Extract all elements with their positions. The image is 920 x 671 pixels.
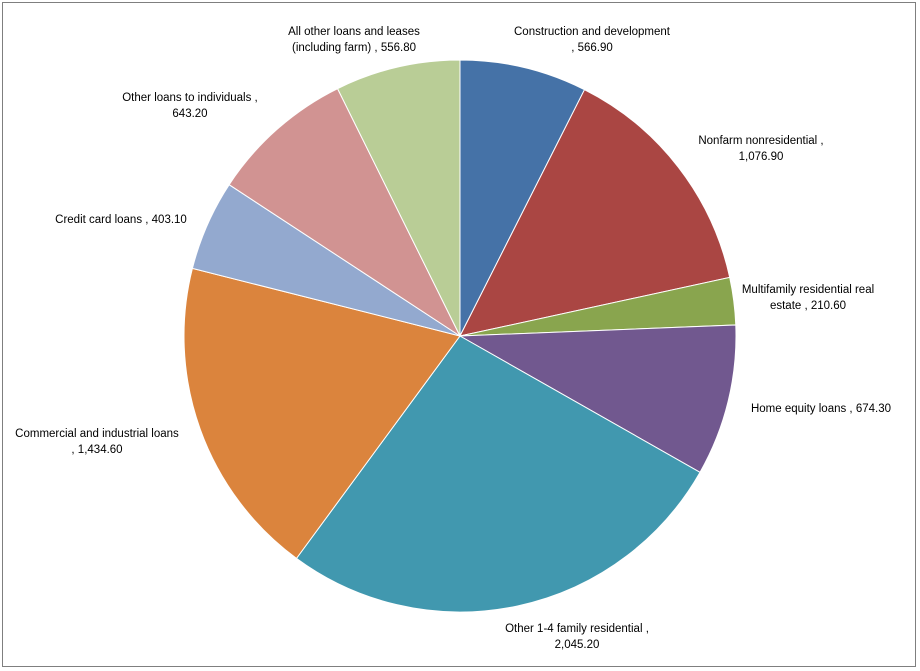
pie-chart: Construction and development , 566.90 Nonf…: [15, 26, 891, 651]
slice-label-line: Nonfarm nonresidential ,: [698, 135, 823, 147]
slice-label-line: Commercial and industrial loans: [15, 428, 179, 440]
slice-label-8: All other loans and leases (including far…: [288, 26, 420, 54]
slice-label-line: estate , 210.60: [770, 300, 846, 312]
slice-label-6: Credit card loans , 403.10: [55, 214, 187, 226]
pie-slices: [183, 59, 737, 613]
slice-label-7: Other loans to individuals , 643.20: [122, 92, 258, 120]
slice-label-line: Other 1-4 family residential ,: [505, 623, 649, 635]
slice-label-5: Commercial and industrial loans , 1,434.6…: [15, 428, 179, 456]
slice-label-1: Nonfarm nonresidential , 1,076.90: [698, 135, 823, 163]
pie-slice-5: [183, 267, 461, 560]
slice-label-line: (including farm) , 556.80: [292, 42, 416, 54]
slice-label-4: Other 1-4 family residential , 2,045.20: [505, 623, 649, 651]
slice-label-line: 643.20: [172, 108, 207, 120]
pie-slice-4: [295, 335, 701, 613]
slice-label-line: Credit card loans , 403.10: [55, 214, 187, 226]
slice-label-line: Home equity loans , 674.30: [751, 403, 891, 415]
pie-slice-7: [228, 87, 462, 338]
pie-labels: Construction and development , 566.90 Nonf…: [15, 26, 891, 651]
pie-slice-8: [336, 59, 461, 337]
slice-label-2: Multifamily residential real estate , 210…: [742, 284, 874, 312]
slice-label-0: Construction and development , 566.90: [514, 26, 671, 54]
pie-slice-3: [458, 324, 737, 474]
pie-slice-1: [459, 88, 731, 337]
slice-label-line: Construction and development: [514, 26, 671, 38]
slice-label-line: 1,076.90: [739, 151, 784, 163]
slice-label-line: All other loans and leases: [288, 26, 420, 38]
slice-label-line: 2,045.20: [555, 639, 600, 651]
pie-slice-0: [459, 59, 586, 337]
slice-label-line: , 1,434.60: [71, 444, 122, 456]
slice-label-line: Other loans to individuals ,: [122, 92, 258, 104]
slice-label-3: Home equity loans , 674.30: [751, 403, 891, 415]
slice-label-line: Multifamily residential real: [742, 284, 874, 296]
slice-label-line: , 566.90: [571, 42, 613, 54]
